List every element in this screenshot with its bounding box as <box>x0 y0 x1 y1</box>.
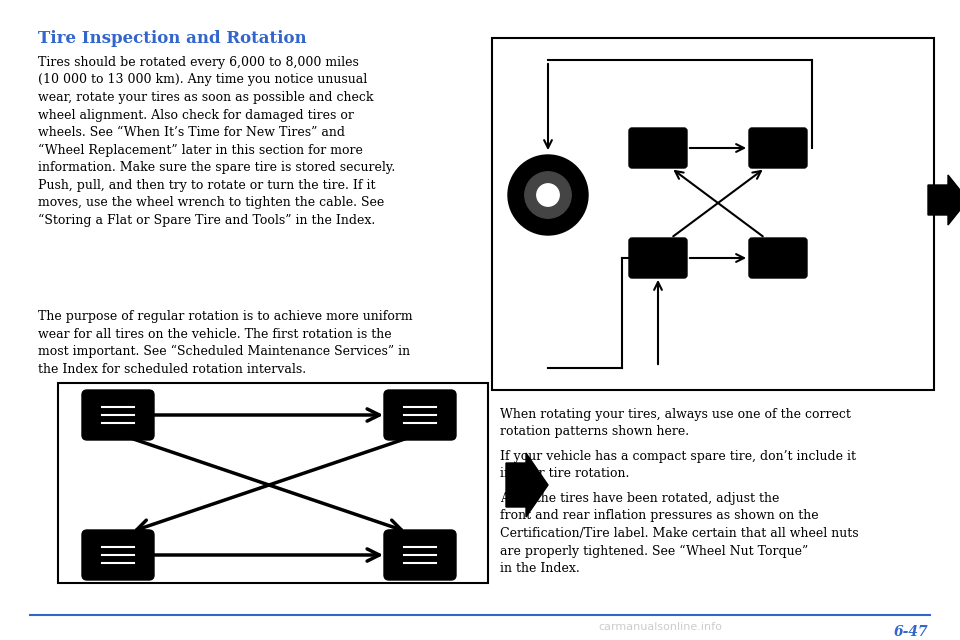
FancyBboxPatch shape <box>82 390 154 440</box>
FancyBboxPatch shape <box>629 238 687 278</box>
Circle shape <box>508 155 588 235</box>
FancyBboxPatch shape <box>629 128 687 168</box>
Polygon shape <box>928 175 960 225</box>
Text: Tire Inspection and Rotation: Tire Inspection and Rotation <box>38 30 306 47</box>
FancyBboxPatch shape <box>82 530 154 580</box>
FancyBboxPatch shape <box>749 238 807 278</box>
Text: 6-47: 6-47 <box>894 625 928 639</box>
Text: After the tires have been rotated, adjust the
front and rear inflation pressures: After the tires have been rotated, adjus… <box>500 492 858 575</box>
Circle shape <box>537 184 559 206</box>
Circle shape <box>525 172 571 218</box>
Bar <box>58 383 488 583</box>
Polygon shape <box>506 453 548 517</box>
FancyBboxPatch shape <box>384 390 456 440</box>
Text: carmanualsonline.info: carmanualsonline.info <box>598 622 722 632</box>
Text: If your vehicle has a compact spare tire, don’t include it
in your tire rotation: If your vehicle has a compact spare tire… <box>500 450 856 481</box>
Bar <box>492 38 934 390</box>
FancyBboxPatch shape <box>749 128 807 168</box>
Text: The purpose of regular rotation is to achieve more uniform
wear for all tires on: The purpose of regular rotation is to ac… <box>38 310 413 376</box>
Text: Tires should be rotated every 6,000 to 8,000 miles
(10 000 to 13 000 km). Any ti: Tires should be rotated every 6,000 to 8… <box>38 56 396 227</box>
FancyBboxPatch shape <box>384 530 456 580</box>
Text: When rotating your tires, always use one of the correct
rotation patterns shown : When rotating your tires, always use one… <box>500 408 851 438</box>
